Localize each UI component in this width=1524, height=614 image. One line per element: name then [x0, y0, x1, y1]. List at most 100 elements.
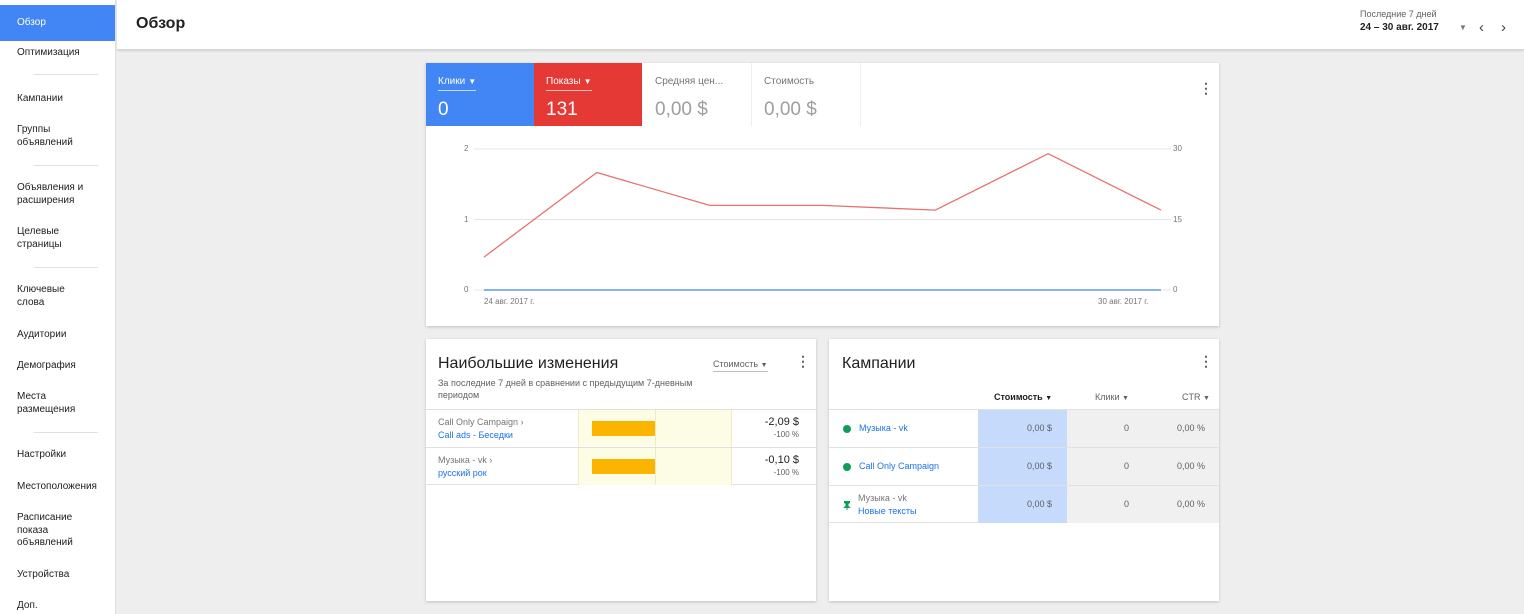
sidebar-item-campaigns[interactable]: Кампании [0, 93, 115, 106]
data-point [934, 209, 937, 212]
card-title: Наибольшие изменения [438, 355, 619, 372]
campaign-name-link[interactable]: Call Only Campaign [859, 461, 940, 471]
metric-value: 0,00 $ [764, 99, 817, 120]
y-right-tick: 30 [1173, 144, 1182, 153]
sidebar-item-label: Демография [17, 360, 76, 371]
campaign-cost: 0,00 $ [1026, 423, 1052, 433]
sidebar-item-label: Целевые страницы [17, 226, 62, 250]
series-line-impressions [483, 152, 1162, 258]
data-point [595, 289, 598, 292]
change-adgroup-link[interactable]: русский рок [438, 468, 487, 478]
campaign-name-link[interactable]: Музыка - vk [859, 423, 908, 433]
metric-tile-impressions[interactable]: Показы ▼ 131 [534, 63, 642, 126]
sidebar-divider [34, 267, 98, 268]
change-bar-baseline [655, 448, 656, 485]
sidebar-item-locations[interactable]: Местоположения [0, 481, 115, 494]
sidebar-item-label: Группы объявлений [17, 124, 73, 148]
metric-value: 131 [546, 99, 578, 120]
card-title: Кампании [842, 355, 916, 372]
cost-cell-bg [978, 486, 1067, 523]
metric-label: Клики ▼ [438, 76, 477, 91]
column-header-ctr[interactable]: CTR ▼ [1182, 392, 1210, 402]
sort-metric-dropdown[interactable]: Стоимость ▼ [713, 359, 768, 372]
status-enabled-icon [843, 425, 851, 433]
performance-card: Клики ▼ 0 Показы ▼ 131 Средняя цен... 0,00… [426, 63, 1219, 326]
performance-chart [474, 148, 1171, 292]
campaign-row[interactable]: Музыка - vk Новые тексты 0,00 $ 0 0,00 % [829, 485, 1219, 523]
date-range-value[interactable]: 24 – 30 авг. 2017 [1360, 22, 1439, 33]
card-subtitle: За последние 7 дней в сравнении с предыд… [438, 378, 693, 400]
chevron-right-icon: › [520, 417, 524, 427]
campaign-clicks: 0 [1123, 499, 1129, 509]
metric-label: Средняя цен... [655, 76, 724, 87]
date-range-caption: Последние 7 дней [1360, 9, 1437, 19]
cost-cell-bg [978, 410, 1067, 447]
caret-down-icon[interactable]: ▼ [1459, 23, 1467, 32]
change-value: -0,10 $ [764, 454, 799, 466]
data-point [821, 289, 824, 292]
metric-value: 0 [438, 99, 449, 120]
campaign-cost: 0,00 $ [1026, 461, 1052, 471]
sidebar-item-placements[interactable]: Места размещения [0, 391, 85, 416]
sidebar-item-ad-groups[interactable]: Группы объявлений [0, 124, 80, 149]
sidebar-item-label: Кампании [17, 93, 63, 104]
sidebar-item-label: Ключевые слова [17, 284, 65, 308]
metrics-cell-bg [1067, 410, 1219, 447]
sidebar-item-label: Оптимизация [17, 47, 80, 58]
change-row[interactable]: Музыка - vk › русский рок -0,10 $ -100 % [426, 447, 816, 485]
sidebar-item-overview[interactable]: Обзор [0, 5, 115, 41]
change-row[interactable]: Call Only Campaign › Call ads - Беседки … [426, 409, 816, 447]
campaign-ctr: 0,00 % [1176, 461, 1205, 471]
biggest-changes-card: Наибольшие изменения За последние 7 дней… [426, 339, 816, 601]
sidebar-divider [34, 165, 98, 166]
sidebar-item-devices[interactable]: Устройства [0, 569, 115, 582]
campaign-parent: Музыка - vk [858, 493, 907, 503]
sidebar-item-demographics[interactable]: Демография [0, 360, 115, 373]
data-point [1160, 289, 1163, 292]
column-header-cost[interactable]: Стоимость ▼ [994, 392, 1053, 402]
metric-tile-avg-cpc[interactable]: Средняя цен... 0,00 $ [643, 63, 752, 126]
sidebar-item-label: Местоположения [17, 481, 97, 492]
chevron-right-icon[interactable]: › [1501, 19, 1506, 36]
campaign-row[interactable]: Музыка - vk 0,00 $ 0 0,00 % [829, 409, 1219, 447]
x-tick-label: 24 авг. 2017 г. [484, 297, 535, 306]
campaign-ctr: 0,00 % [1176, 499, 1205, 509]
sidebar-item-keywords[interactable]: Ключевые слова [0, 284, 80, 309]
change-adgroup-link[interactable]: Call ads - Беседки [438, 430, 513, 440]
caret-down-icon: ▼ [468, 77, 477, 86]
change-bar [592, 459, 655, 474]
column-header-clicks[interactable]: Клики ▼ [1095, 392, 1129, 402]
sidebar-item-ad-schedule[interactable]: Расписание показа объявлений [0, 512, 78, 550]
data-point [1047, 152, 1050, 155]
data-point [483, 256, 486, 259]
y-left-tick: 0 [464, 285, 469, 294]
more-vert-icon[interactable]: ⋮ [796, 353, 810, 369]
metric-value: 0,00 $ [655, 99, 708, 120]
sidebar-item-label: Объявления и расширения [17, 182, 84, 206]
sidebar-item-landing-pages[interactable]: Целевые страницы [0, 226, 80, 251]
sidebar-item-audiences[interactable]: Аудитории [0, 329, 115, 342]
campaigns-card: Кампании ⋮ Стоимость ▼ Клики ▼ CTR ▼ Муз… [829, 339, 1219, 601]
sidebar-divider [34, 74, 98, 75]
caret-down-icon: ▼ [760, 362, 768, 369]
data-point [821, 204, 824, 207]
data-point [708, 204, 711, 207]
adgroup-name-link[interactable]: Новые тексты [858, 506, 917, 516]
metric-tile-clicks[interactable]: Клики ▼ 0 [426, 63, 534, 126]
sidebar-item-label: Расписание показа объявлений [17, 512, 73, 548]
sidebar-item-more[interactable]: Доп. [0, 600, 115, 613]
x-tick-label: 30 авг. 2017 г. [1098, 297, 1149, 306]
sidebar-item-optimization[interactable]: Оптимизация [0, 47, 115, 60]
chevron-left-icon[interactable]: ‹ [1479, 19, 1484, 36]
campaign-ctr: 0,00 % [1176, 423, 1205, 433]
data-point [708, 289, 711, 292]
campaign-row[interactable]: Call Only Campaign 0,00 $ 0 0,00 % [829, 447, 1219, 485]
data-point [595, 171, 598, 174]
sidebar-item-settings[interactable]: Настройки [0, 449, 115, 462]
data-point [483, 289, 486, 292]
metric-tile-cost[interactable]: Стоимость 0,00 $ [752, 63, 861, 126]
sidebar-item-label: Доп. [17, 600, 38, 611]
sidebar-item-label: Аудитории [17, 329, 67, 340]
more-vert-icon[interactable]: ⋮ [1199, 353, 1213, 369]
sidebar-item-ads-extensions[interactable]: Объявления и расширения [0, 182, 100, 207]
